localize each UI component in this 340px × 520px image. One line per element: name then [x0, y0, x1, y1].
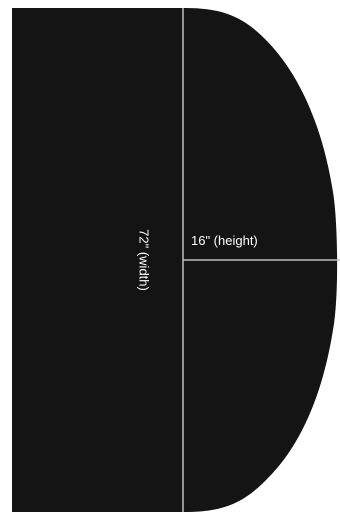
width-dimension-label: 72" (width): [137, 229, 152, 291]
height-dimension-label: 16" (height): [191, 233, 258, 248]
tabletop-shape: [12, 8, 338, 512]
